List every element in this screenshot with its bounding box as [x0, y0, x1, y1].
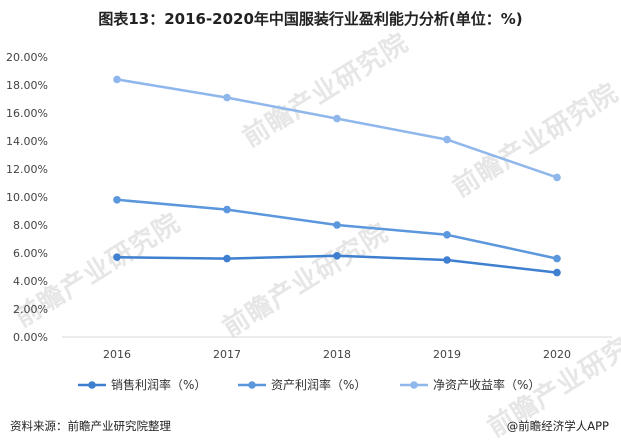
y-tick-label: 16.00%: [6, 107, 48, 120]
x-tick-label: 2019: [433, 348, 461, 361]
data-point: [113, 253, 121, 261]
data-point: [333, 221, 341, 229]
y-tick-label: 4.00%: [13, 275, 48, 288]
legend-label: 净资产收益率（%）: [433, 377, 540, 392]
y-tick-label: 20.00%: [6, 51, 48, 64]
series-line: [116, 198, 558, 260]
data-point: [443, 135, 451, 144]
y-tick-label: 0.00%: [13, 331, 48, 344]
data-point: [553, 173, 561, 182]
legend-marker: [88, 381, 96, 389]
data-point: [443, 231, 451, 239]
legend-marker: [410, 381, 418, 389]
y-tick-label: 12.00%: [6, 163, 48, 176]
x-tick-label: 2017: [213, 348, 241, 361]
x-tick-label: 2016: [103, 348, 131, 361]
data-point: [113, 75, 121, 84]
y-axis: 20.00% 18.00% 16.00% 14.00% 12.00% 10.00% 8.00…: [6, 51, 48, 344]
series-line: [116, 78, 558, 179]
data-point: [443, 256, 451, 264]
legend-label: 资产利润率（%）: [271, 377, 366, 392]
data-point: [333, 114, 341, 123]
legend: 销售利润率（%） 资产利润率（%） 净资产收益率（%）: [78, 377, 540, 392]
legend-marker: [248, 381, 256, 389]
y-tick-label: 8.00%: [13, 219, 48, 232]
x-axis: 2016 2017 2018 2019 2020: [62, 336, 612, 361]
data-point: [113, 196, 121, 204]
x-tick-label: 2020: [543, 348, 571, 361]
source-note: 资料来源：前瞻产业研究院整理: [10, 419, 171, 433]
data-point: [333, 252, 341, 260]
y-tick-label: 18.00%: [6, 79, 48, 92]
brand-credit: @前瞻经济学人APP: [506, 419, 609, 433]
y-tick-label: 6.00%: [13, 247, 48, 260]
y-tick-label: 14.00%: [6, 135, 48, 148]
data-point: [223, 254, 231, 263]
data-point: [553, 254, 561, 263]
chart-title: 图表13：2016-2020年中国服装行业盈利能力分析(单位：%): [98, 10, 523, 28]
x-tick-label: 2018: [323, 348, 351, 361]
plot-area: [113, 75, 561, 277]
data-point: [223, 205, 231, 214]
data-point: [553, 268, 561, 277]
legend-label: 销售利润率（%）: [111, 377, 206, 392]
data-point: [223, 93, 231, 102]
y-tick-label: 10.00%: [6, 191, 48, 204]
y-tick-label: 2.00%: [13, 303, 48, 316]
